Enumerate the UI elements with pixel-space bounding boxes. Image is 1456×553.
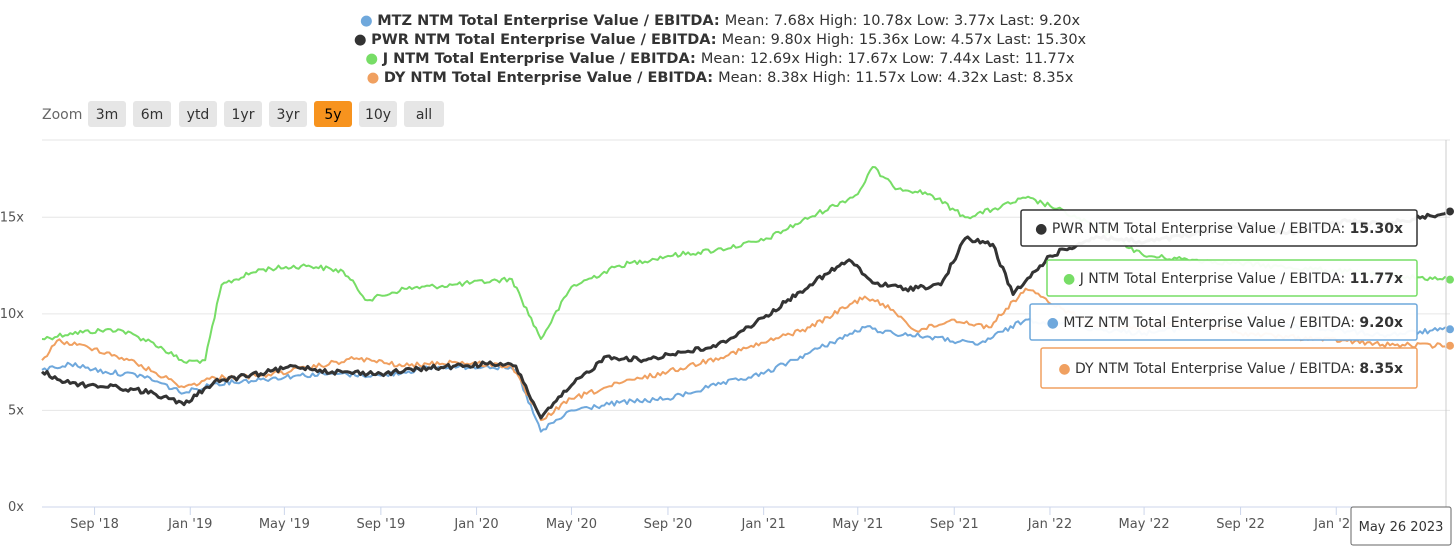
zoom-button-label[interactable]: 10y (365, 107, 391, 123)
tooltip-marker: ● (1058, 361, 1075, 377)
zoom-button-bg[interactable] (224, 101, 262, 127)
legend-marker: ● (365, 51, 382, 67)
zoom-button-label[interactable]: 5y (324, 107, 341, 123)
date-label-box: May 26 2023 (1350, 506, 1452, 546)
y-tick-label: 10x (0, 307, 24, 322)
zoom-button-label[interactable]: ytd (187, 107, 210, 123)
zoom-button-bg[interactable] (359, 101, 397, 127)
tooltip-marker: ● (1063, 271, 1080, 287)
x-tick-label: Jan '20 (453, 517, 498, 532)
y-tick-label: 5x (8, 403, 24, 418)
zoom-button-label[interactable]: 1yr (232, 107, 255, 123)
legend-marker: ● (354, 32, 371, 48)
zoom-label: Zoom (42, 107, 82, 123)
tooltip-marker: ● (1047, 315, 1064, 331)
tooltip-label: J NTM Total Enterprise Value / EBITDA: (1079, 271, 1350, 287)
zoom-button-label[interactable]: all (416, 107, 432, 123)
date-label: May 26 2023 (1359, 520, 1444, 535)
zoom-button-6m[interactable]: 6m (133, 101, 171, 127)
zoom-button-label[interactable]: 6m (141, 107, 164, 123)
tooltip-3: ● DY NTM Total Enterprise Value / EBITDA… (1040, 347, 1418, 389)
tooltip-label: PWR NTM Total Enterprise Value / EBITDA: (1052, 221, 1350, 237)
tooltip-value: 15.30x (1350, 221, 1403, 237)
series-end-marker-1 (1445, 206, 1455, 217)
x-tick-label: May '20 (546, 517, 597, 532)
zoom-button-3yr[interactable]: 3yr (269, 101, 307, 127)
tooltip-value: 11.77x (1350, 271, 1403, 287)
zoom-button-label[interactable]: 3m (96, 107, 119, 123)
legend: ● MTZ NTM Total Enterprise Value / EBITD… (354, 13, 1087, 86)
series-end-marker-2 (1445, 274, 1455, 285)
zoom-button-bg[interactable] (404, 101, 444, 127)
zoom-button-bg[interactable] (88, 101, 126, 127)
tooltip-value: 8.35x (1359, 361, 1403, 377)
legend-item-1: ● PWR NTM Total Enterprise Value / EBITD… (354, 32, 1087, 48)
legend-series-name: DY NTM Total Enterprise Value / EBITDA: (384, 70, 718, 86)
tooltip-text: ● PWR NTM Total Enterprise Value / EBITD… (1035, 221, 1403, 237)
x-tick-label: Sep '20 (644, 517, 693, 532)
zoom-button-all[interactable]: all (404, 101, 444, 127)
zoom-button-label[interactable]: 3yr (277, 107, 300, 123)
x-tick-label: May '22 (1119, 517, 1170, 532)
zoom-button-1yr[interactable]: 1yr (224, 101, 262, 127)
x-tick-label: May '19 (259, 517, 310, 532)
zoom-button-bg[interactable] (314, 101, 352, 127)
tooltip-box (1029, 303, 1418, 341)
zoom-button-3m[interactable]: 3m (88, 101, 126, 127)
legend-stats: Mean: 7.68x High: 10.78x Low: 3.77x Last… (725, 13, 1081, 29)
zoom-button-5y[interactable]: 5y (314, 101, 352, 127)
y-tick-label: 0x (8, 500, 24, 515)
tooltip-box (1040, 347, 1418, 389)
tooltip-box (1020, 209, 1418, 247)
x-tick-label: May '21 (832, 517, 883, 532)
legend-series-name: MTZ NTM Total Enterprise Value / EBITDA: (377, 13, 725, 29)
series-end-marker-0 (1445, 324, 1455, 335)
zoom-button-bg[interactable] (269, 101, 307, 127)
x-tick-label: Sep '19 (356, 517, 405, 532)
zoom-button-ytd[interactable]: ytd (179, 101, 217, 127)
legend-marker: ● (367, 70, 384, 86)
zoom-button-bg[interactable] (133, 101, 171, 127)
legend-item-3: ● DY NTM Total Enterprise Value / EBITDA… (367, 70, 1074, 86)
tooltip-text: ● MTZ NTM Total Enterprise Value / EBITD… (1047, 315, 1403, 331)
legend-item-0: ● MTZ NTM Total Enterprise Value / EBITD… (360, 13, 1081, 29)
tooltip-label: DY NTM Total Enterprise Value / EBITDA: (1075, 361, 1359, 377)
x-tick-label: Jan '23 (1313, 517, 1358, 532)
legend-stats: Mean: 8.38x High: 11.57x Low: 4.32x Last… (718, 70, 1074, 86)
tooltip-label: MTZ NTM Total Enterprise Value / EBITDA: (1063, 315, 1359, 331)
series-end-marker-3 (1445, 340, 1455, 351)
x-axis: Sep '18 Jan '19 May '19 Sep '19 Jan '20 May '… (70, 507, 1358, 532)
x-tick-label: Sep '18 (70, 517, 119, 532)
tooltip-box (1046, 259, 1418, 297)
zoom-controls: Zoom 3m 6m ytd 1yr 3yr 5y 10y all (42, 101, 444, 127)
tooltip-marker: ● (1035, 221, 1052, 237)
zoom-button-10y[interactable]: 10y (359, 101, 397, 127)
tooltip-value: 9.20x (1359, 315, 1403, 331)
x-tick-label: Sep '22 (1216, 517, 1265, 532)
x-tick-label: Jan '19 (167, 517, 212, 532)
x-tick-label: Jan '22 (1027, 517, 1072, 532)
y-tick-label: 15x (0, 210, 24, 225)
x-tick-label: Sep '21 (930, 517, 979, 532)
legend-item-2: ● J NTM Total Enterprise Value / EBITDA:… (365, 51, 1075, 67)
tooltip-text: ● DY NTM Total Enterprise Value / EBITDA… (1058, 361, 1403, 377)
tooltip-0: ● PWR NTM Total Enterprise Value / EBITD… (1020, 209, 1418, 247)
legend-series-name: PWR NTM Total Enterprise Value / EBITDA: (371, 32, 722, 48)
zoom-button-bg[interactable] (179, 101, 217, 127)
legend-stats: Mean: 12.69x High: 17.67x Low: 7.44x Las… (701, 51, 1075, 67)
legend-series-name: J NTM Total Enterprise Value / EBITDA: (382, 51, 701, 67)
tooltip-2: ● MTZ NTM Total Enterprise Value / EBITD… (1029, 303, 1418, 341)
y-axis: 0x 5x 10x 15x (0, 210, 24, 515)
legend-stats: Mean: 9.80x High: 15.36x Low: 4.57x Last… (722, 32, 1087, 48)
legend-marker: ● (360, 13, 377, 29)
tooltip-1: ● J NTM Total Enterprise Value / EBITDA:… (1046, 259, 1418, 297)
tooltip-text: ● J NTM Total Enterprise Value / EBITDA:… (1063, 271, 1403, 287)
x-tick-label: Jan '21 (741, 517, 786, 532)
tooltips: ● PWR NTM Total Enterprise Value / EBITD… (1020, 209, 1418, 389)
